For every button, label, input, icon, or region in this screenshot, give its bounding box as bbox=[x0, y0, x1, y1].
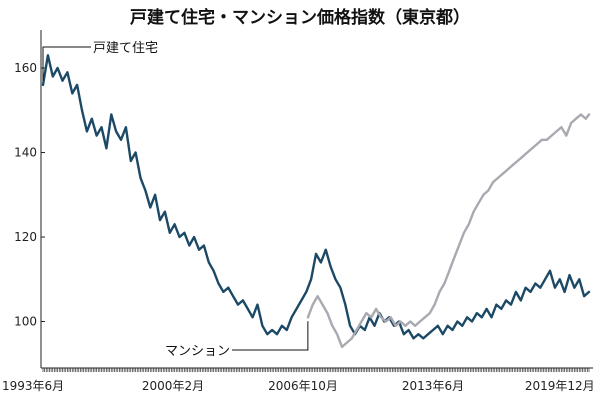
series-label-leader bbox=[42, 46, 91, 81]
x-tick-label: 2013年6月 bbox=[402, 379, 464, 393]
x-tick-label: 2019年12月 bbox=[525, 379, 595, 393]
x-axis-ticks: 1993年6月 2000年2月 2006年10月 2013年6月 2019年12月 bbox=[2, 379, 595, 393]
series-label: マンション bbox=[165, 344, 230, 359]
y-tick-label: 100 bbox=[14, 315, 37, 329]
x-minor-tick-marks bbox=[42, 368, 590, 372]
x-tick-label: 2000年2月 bbox=[142, 379, 204, 393]
x-minor-ticks bbox=[42, 368, 590, 372]
series-label: 戸建て住宅 bbox=[93, 41, 158, 56]
y-axis-ticks: 100 120 140 160 bbox=[14, 61, 45, 329]
x-tick-label: 2006年10月 bbox=[268, 379, 338, 393]
y-tick-label: 160 bbox=[14, 61, 37, 75]
series-line bbox=[41, 54, 591, 340]
chart-title: 戸建て住宅・マンション価格指数（東京都） bbox=[130, 7, 470, 28]
series-label-leader bbox=[232, 321, 309, 351]
series-line bbox=[306, 113, 591, 349]
series-layer bbox=[41, 54, 591, 349]
y-tick-label: 120 bbox=[14, 230, 37, 244]
x-tick-label: 1993年6月 bbox=[2, 379, 64, 393]
y-tick-label: 140 bbox=[14, 146, 37, 160]
